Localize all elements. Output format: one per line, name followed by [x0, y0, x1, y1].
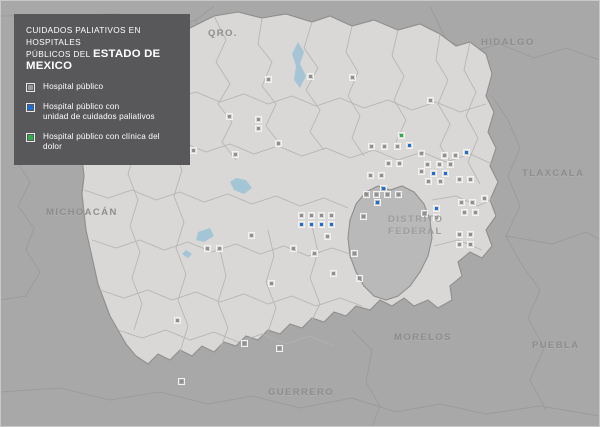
legend-item-clinica-dolor[interactable]: Hospital público con clínica del dolor: [26, 132, 180, 153]
legend-swatch-blue-icon: [26, 102, 35, 112]
hospital-publico-marker[interactable]: [467, 176, 474, 183]
hospital-publico-marker[interactable]: [437, 178, 444, 185]
legend-title: CUIDADOS PALIATIVOS EN HOSPITALES PÚBLIC…: [26, 24, 180, 72]
hospital-publico-marker[interactable]: [363, 191, 370, 198]
legend-label-cuidados-paliativos-line1: Hospital público con: [43, 101, 120, 111]
hospital-publico-marker[interactable]: [433, 214, 440, 221]
hospital-cuidados-paliativos-marker[interactable]: [328, 221, 335, 228]
hospital-publico-marker[interactable]: [349, 74, 356, 81]
hospital-publico-marker[interactable]: [425, 178, 432, 185]
hospital-publico-marker[interactable]: [418, 150, 425, 157]
hospital-publico-marker[interactable]: [467, 241, 474, 248]
legend-title-line1: CUIDADOS PALIATIVOS EN HOSPITALES: [26, 25, 141, 47]
hospital-cuidados-paliativos-marker[interactable]: [308, 221, 315, 228]
hospital-publico-marker[interactable]: [276, 345, 283, 352]
state-label-morelos: MORELOS: [394, 332, 452, 343]
legend-item-cuidados-paliativos[interactable]: Hospital público con unidad de cuidados …: [26, 102, 180, 123]
hospital-publico-marker[interactable]: [436, 161, 443, 168]
legend-panel: CUIDADOS PALIATIVOS EN HOSPITALES PÚBLIC…: [14, 14, 190, 165]
state-label-hidalgo: HIDALGO: [481, 37, 535, 48]
hospital-publico-marker[interactable]: [381, 143, 388, 150]
legend-label-hospital-publico: Hospital público: [43, 82, 104, 91]
legend-swatch-green-icon: [26, 132, 35, 142]
hospital-publico-marker[interactable]: [461, 209, 468, 216]
state-label-distrito-federal: DISTRITO FEDERAL: [388, 214, 444, 237]
hospital-publico-marker[interactable]: [318, 212, 325, 219]
hospital-publico-marker[interactable]: [472, 209, 479, 216]
hospital-publico-marker[interactable]: [328, 212, 335, 219]
hospital-publico-marker[interactable]: [385, 160, 392, 167]
hospital-publico-marker[interactable]: [456, 176, 463, 183]
hospital-publico-marker[interactable]: [456, 241, 463, 248]
hospital-clinica-dolor-marker[interactable]: [398, 132, 405, 139]
hospital-cuidados-paliativos-marker[interactable]: [442, 170, 449, 177]
hospital-publico-marker[interactable]: [395, 191, 402, 198]
state-label-puebla: PUEBLA: [532, 340, 580, 351]
hospital-cuidados-paliativos-marker[interactable]: [430, 170, 437, 177]
hospital-publico-marker[interactable]: [424, 161, 431, 168]
hospital-publico-marker[interactable]: [330, 270, 337, 277]
hospital-publico-marker[interactable]: [384, 191, 391, 198]
state-label-guerrero: GUERRERO: [268, 387, 335, 398]
hospital-cuidados-paliativos-marker[interactable]: [298, 221, 305, 228]
hospital-cuidados-paliativos-marker[interactable]: [318, 221, 325, 228]
legend-label-clinica-dolor: Hospital público con clínica del dolor: [43, 131, 160, 152]
hospital-publico-marker[interactable]: [481, 195, 488, 202]
hospital-publico-marker[interactable]: [241, 340, 248, 347]
hospital-publico-marker[interactable]: [226, 113, 233, 120]
hospital-publico-marker[interactable]: [368, 143, 375, 150]
hospital-cuidados-paliativos-marker[interactable]: [463, 149, 470, 156]
hospital-publico-marker[interactable]: [394, 143, 401, 150]
hospital-publico-marker[interactable]: [447, 161, 454, 168]
hospital-cuidados-paliativos-marker[interactable]: [380, 185, 387, 192]
hospital-publico-marker[interactable]: [356, 275, 363, 282]
legend-label-cuidados-paliativos: Hospital público con unidad de cuidados …: [43, 102, 155, 123]
hospital-publico-marker[interactable]: [378, 172, 385, 179]
legend-title-line2-strong: ESTADO DE MEXICO: [26, 48, 161, 72]
legend-title-line2-prefix: PÚBLICOS DEL: [26, 49, 93, 59]
hospital-cuidados-paliativos-marker[interactable]: [433, 205, 440, 212]
hospital-publico-marker[interactable]: [174, 317, 181, 324]
hospital-publico-marker[interactable]: [232, 151, 239, 158]
hospital-publico-marker[interactable]: [255, 116, 262, 123]
hospital-publico-marker[interactable]: [351, 250, 358, 257]
hospital-publico-marker[interactable]: [467, 231, 474, 238]
hospital-publico-marker[interactable]: [418, 168, 425, 175]
hospital-publico-marker[interactable]: [373, 191, 380, 198]
hospital-publico-marker[interactable]: [255, 125, 262, 132]
hospital-publico-marker[interactable]: [367, 172, 374, 179]
state-label-queretaro: QRO.: [208, 28, 238, 39]
hospital-publico-marker[interactable]: [298, 212, 305, 219]
hospital-publico-marker[interactable]: [204, 245, 211, 252]
hospital-publico-marker[interactable]: [178, 378, 185, 385]
hospital-publico-marker[interactable]: [268, 280, 275, 287]
hospital-publico-marker[interactable]: [275, 140, 282, 147]
hospital-cuidados-paliativos-marker[interactable]: [374, 199, 381, 206]
hospital-publico-marker[interactable]: [396, 160, 403, 167]
hospital-publico-marker[interactable]: [324, 233, 331, 240]
hospital-cuidados-paliativos-marker[interactable]: [406, 142, 413, 149]
hospital-publico-marker[interactable]: [458, 199, 465, 206]
hospital-publico-marker[interactable]: [307, 73, 314, 80]
legend-label-cuidados-paliativos-line2: unidad de cuidados paliativos: [43, 112, 155, 121]
hospital-publico-marker[interactable]: [427, 97, 434, 104]
hospital-publico-marker[interactable]: [452, 152, 459, 159]
hospital-publico-marker[interactable]: [308, 212, 315, 219]
hospital-publico-marker[interactable]: [360, 213, 367, 220]
state-label-tlaxcala: TLAXCALA: [522, 168, 585, 179]
legend-swatch-gray-icon: [26, 83, 35, 92]
legend-item-hospital-publico[interactable]: Hospital público: [26, 82, 180, 93]
hospital-publico-marker[interactable]: [290, 245, 297, 252]
hospital-publico-marker[interactable]: [421, 210, 428, 217]
hospital-publico-marker[interactable]: [190, 147, 197, 154]
hospital-publico-marker[interactable]: [441, 152, 448, 159]
hospital-publico-marker[interactable]: [469, 199, 476, 206]
hospital-publico-marker[interactable]: [216, 245, 223, 252]
hospital-publico-marker[interactable]: [456, 231, 463, 238]
hospital-publico-marker[interactable]: [265, 76, 272, 83]
hospital-publico-marker[interactable]: [248, 232, 255, 239]
hospital-publico-marker[interactable]: [311, 250, 318, 257]
state-label-michoacan: MICHOACÁN: [46, 207, 118, 218]
